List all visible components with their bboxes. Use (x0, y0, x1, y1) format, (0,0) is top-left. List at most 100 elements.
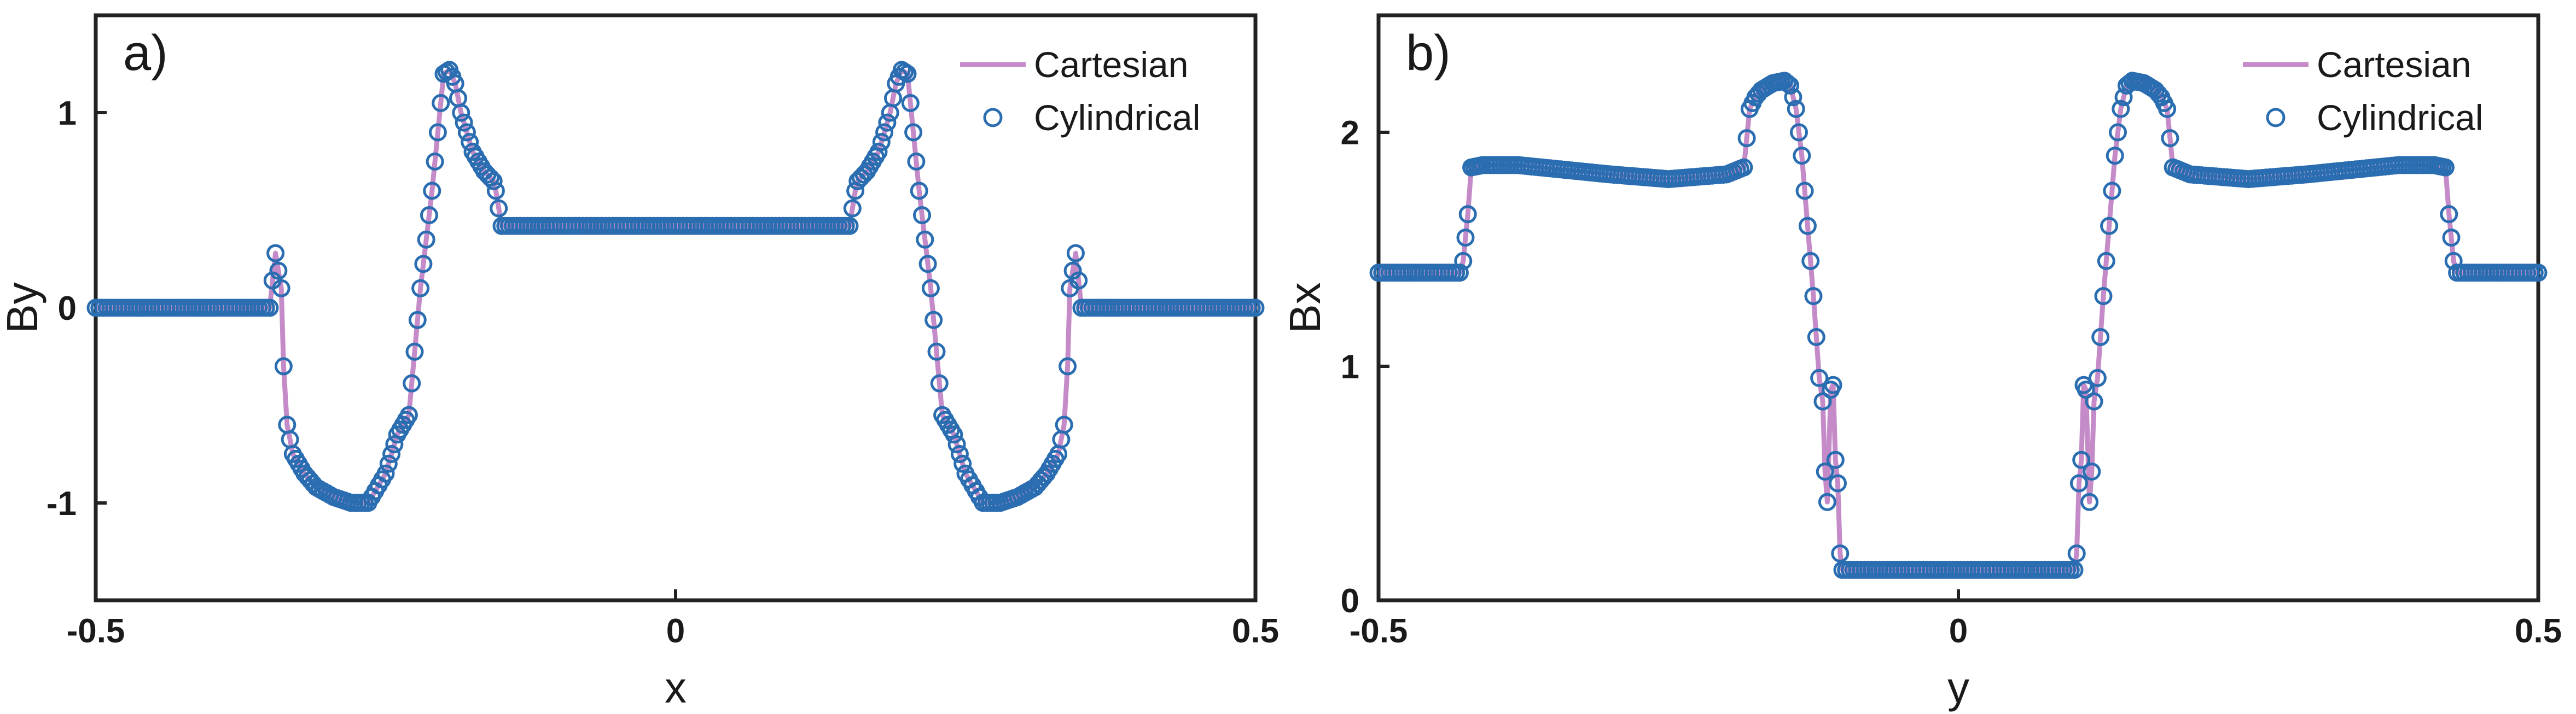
panel-a-data-point (260, 299, 279, 317)
panel-a-data-point (1246, 299, 1265, 317)
panel-b-data-point (2100, 216, 2119, 235)
panel-a-data-point (878, 113, 897, 132)
panel-b-ticks (1377, 131, 2540, 602)
panel-a-xtick-label: -0.5 (67, 612, 125, 650)
panel-b-data-point (1816, 463, 1834, 481)
panel-a-data-point (1055, 415, 1073, 434)
panel-a-xtick-label: 0.5 (1232, 612, 1279, 650)
panel-a-data-point (428, 123, 447, 142)
panel-a-data-point (869, 143, 888, 161)
panel-a-cylindrical-markers (86, 61, 1265, 512)
panel-a-data-point (872, 133, 891, 151)
panel-b-data-point (1810, 368, 1829, 387)
panel-a-data-point (420, 206, 438, 225)
panel-a-data-point (426, 153, 444, 171)
panel-a-data-point (461, 133, 479, 151)
panel-a-legend: Cartesian Cylindrical (960, 44, 1200, 138)
panel-a-data-point (484, 172, 503, 190)
panel-b-data-point (2436, 158, 2455, 177)
panel-a-legend-cartesian: Cartesian (1034, 44, 1188, 85)
panel-a-data-point (490, 199, 508, 218)
panel-b-data-point (1793, 147, 1811, 165)
panel-b-data-point (2161, 129, 2179, 148)
panel-b-data-point (2091, 328, 2110, 346)
panel-b-data-point (2065, 560, 2084, 579)
panel-a-data-point (843, 199, 862, 218)
panel-b-ytick-label: 0 (1341, 582, 1359, 620)
panel-b-ytick-label: 1 (1341, 348, 1359, 386)
panel-b-data-point (1807, 328, 1825, 346)
panel-b-xlabel: y (1947, 663, 1969, 712)
panel-b-cartesian-line (1379, 78, 2538, 572)
panel-b-data-point (1456, 229, 1475, 247)
panel-b-data-point (1781, 76, 1800, 95)
panel-a-data-point (953, 454, 972, 473)
panel-b-data-point (1801, 251, 1820, 270)
panel-a-data-point (950, 445, 969, 463)
panel-b-data-point (2158, 100, 2177, 118)
panel-b-data-point (2106, 147, 2124, 165)
panel-a-data-point (918, 255, 937, 273)
panel-a-data-point (382, 445, 401, 463)
panel-b-data-point (1787, 100, 1805, 118)
panel-a-data-point (457, 123, 476, 142)
panel-a-xlabel: x (665, 663, 687, 712)
panel-b-ylabel: Bx (1281, 282, 1329, 333)
panel-b-data-point (1784, 88, 1802, 107)
panel-a-data-point (423, 182, 441, 200)
panel-b-data-point (2077, 381, 2095, 399)
panel-a-data-point (385, 435, 404, 454)
panel-b: b) -0.5 0 0.5 0 1 2 y Bx Cartesian Cylin… (1281, 13, 2562, 712)
panel-b-data-point (2088, 368, 2107, 387)
panel-a-data-point (414, 255, 433, 273)
panel-b-data-point (2085, 392, 2103, 411)
panel-b-data-point (2070, 474, 2088, 493)
panel-a-data-point (901, 94, 920, 112)
panel-b-data-point (1831, 544, 1850, 563)
panel-a-data-point (266, 244, 285, 262)
panel-b-xtick-label: -0.5 (1350, 612, 1408, 650)
panel-a-legend-marker-swatch (983, 108, 1003, 127)
panel-a-data-point (432, 94, 450, 112)
panel-b-data-point (1813, 392, 1832, 411)
panel-b-tag: b) (1406, 25, 1451, 81)
panel-b-data-point (1458, 205, 1477, 224)
panel-a-data-point (379, 454, 398, 473)
panel-b-data-point (1454, 251, 1473, 270)
panel-b-data-point (2080, 493, 2099, 511)
panel-a-data-point (927, 342, 946, 361)
panel-b-data-point (2072, 450, 2091, 469)
panel-a-data-point (947, 435, 966, 454)
panel-a-data-point (272, 279, 290, 297)
panel-a-data-point (1063, 261, 1082, 280)
panel-a-data-point (376, 464, 395, 483)
panel-a-data-point (455, 113, 473, 132)
panel-a-data-point (408, 311, 427, 329)
panel-a-data-point (898, 65, 917, 83)
panel-b-legend: Cartesian Cylindrical (2243, 44, 2483, 138)
panel-a-data-point (452, 103, 470, 122)
panel-a-data-point (417, 230, 435, 249)
panel-b-data-point (2529, 264, 2548, 282)
panel-a-data-point (274, 357, 293, 376)
panel-a-data-point (1066, 244, 1085, 262)
panel-b-data-point (2097, 251, 2115, 270)
panel-a-legend-cylindrical: Cylindrical (1034, 97, 1200, 138)
panel-b-data-point (1829, 474, 1847, 493)
panel-b-legend-cylindrical: Cylindrical (2317, 97, 2483, 138)
panel-a-ylabel: By (0, 282, 46, 333)
panel-b-data-point (2149, 84, 2168, 103)
panel-b-data-point (1804, 287, 1823, 306)
panel-a-tag: a) (123, 25, 168, 81)
panel-a: a) -0.5 0 0.5 -1 0 1 x By Cartesian Cyli… (0, 13, 1279, 712)
panel-a-data-point (411, 279, 430, 297)
panel-b-data-point (2083, 463, 2101, 481)
panel-b-data-point (2109, 123, 2127, 142)
panel-a-data-point (924, 311, 943, 329)
panel-b-data-point (1826, 450, 1845, 469)
panel-b-data-point (2103, 182, 2121, 200)
panel-b-ytick-label: 2 (1341, 114, 1359, 152)
panel-a-data-point (486, 182, 505, 200)
panel-a-ytick-label: 0 (58, 290, 77, 327)
